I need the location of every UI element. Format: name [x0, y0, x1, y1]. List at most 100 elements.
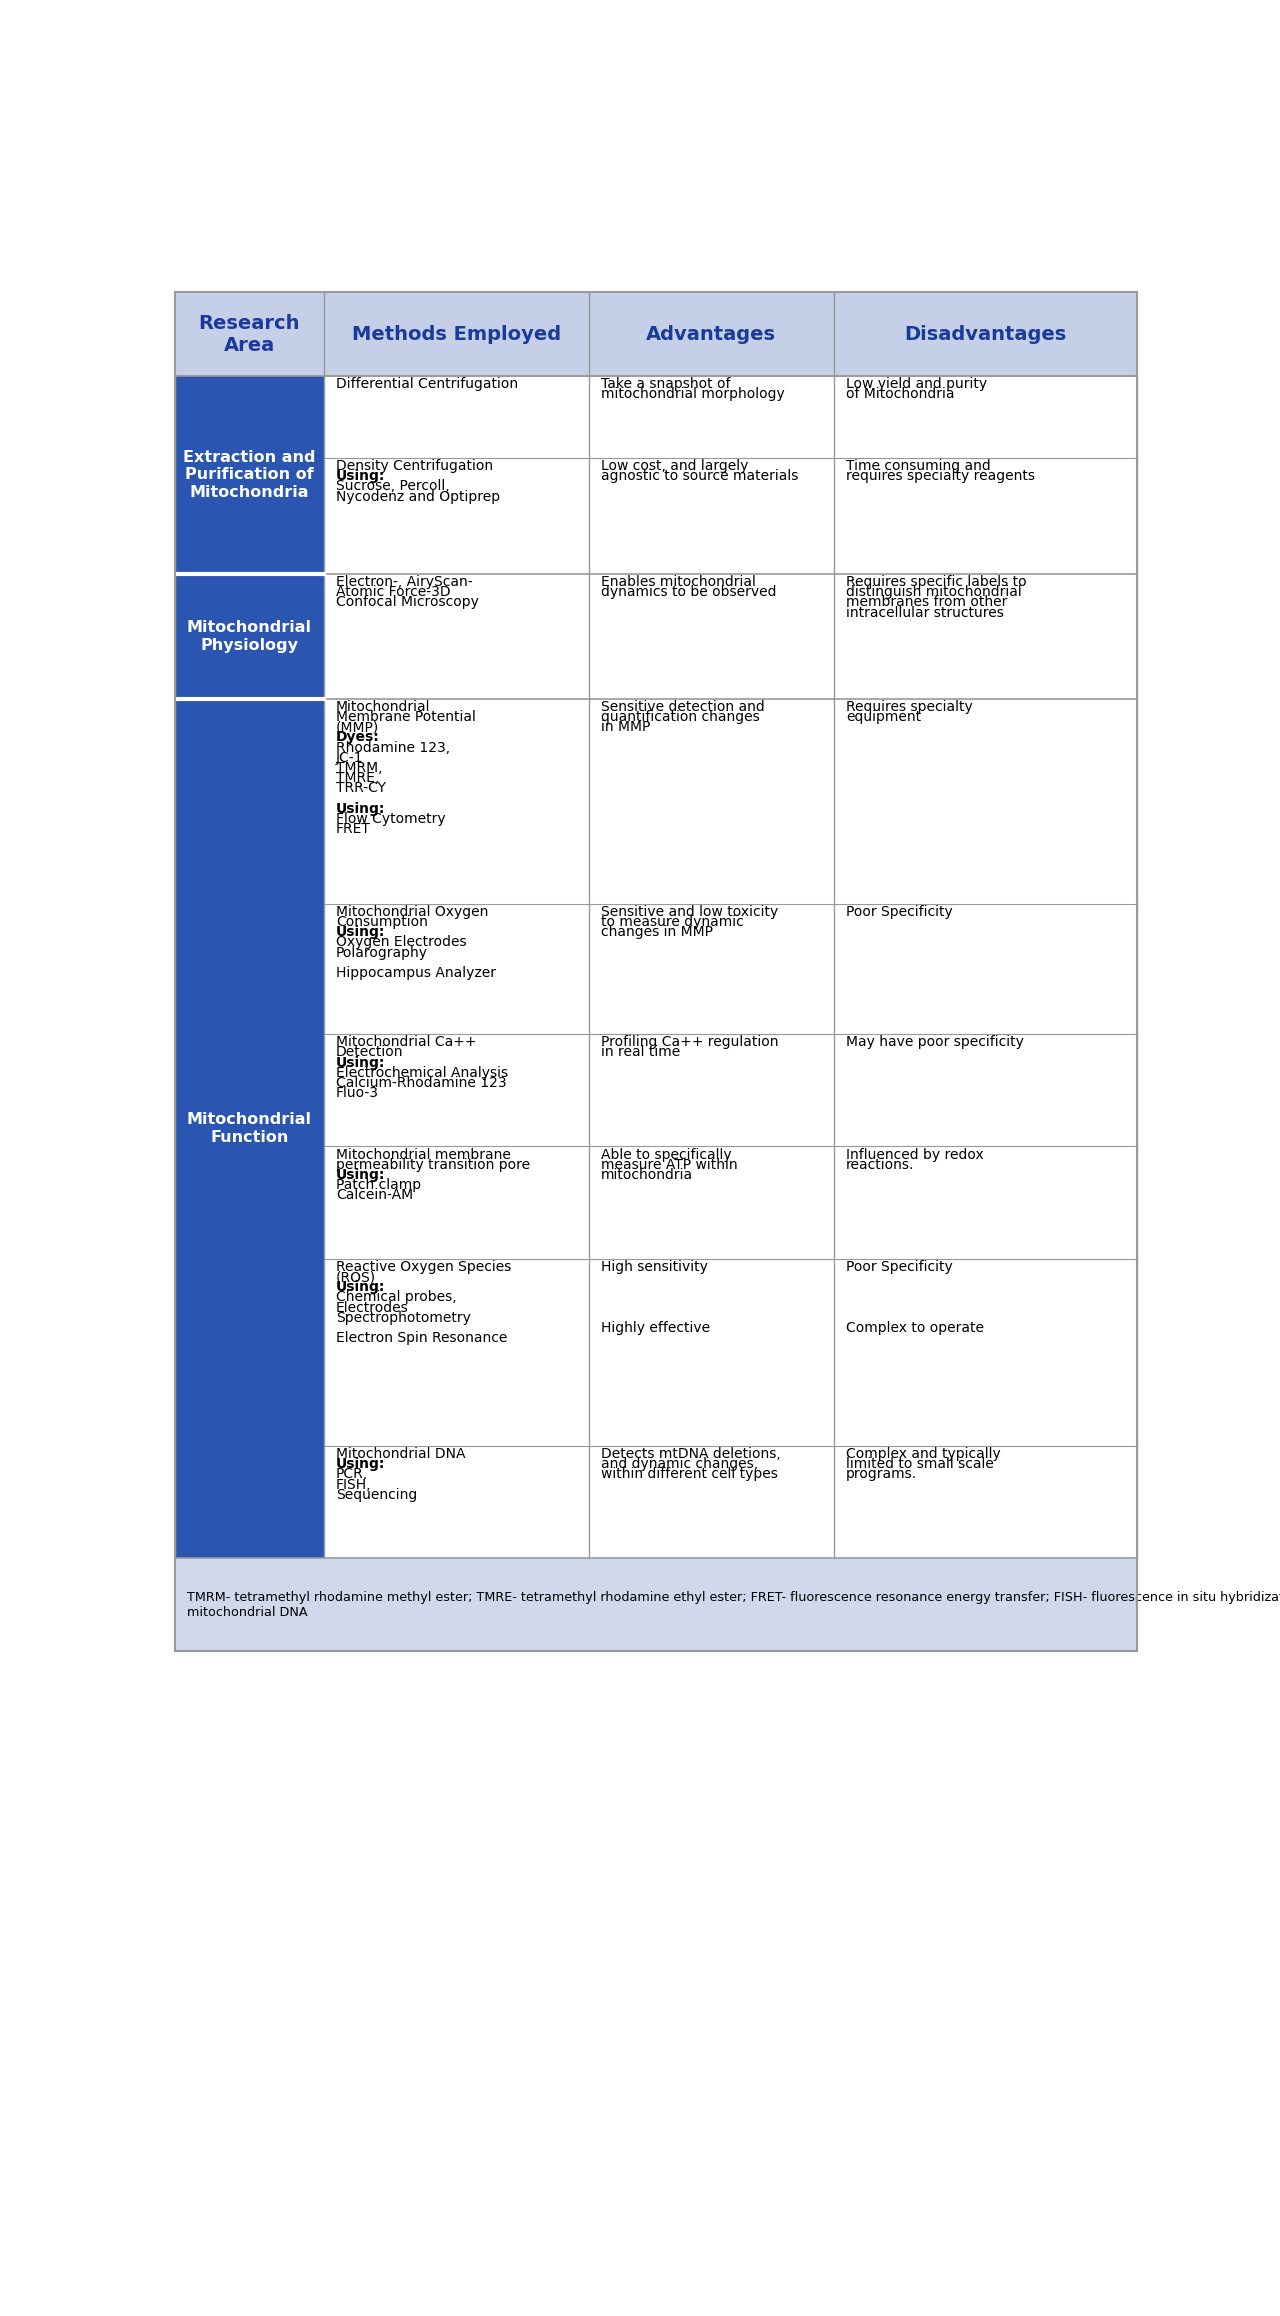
Text: Profiling Ca++ regulation: Profiling Ca++ regulation	[600, 1035, 778, 1049]
Text: JC-1: JC-1	[335, 750, 364, 764]
Text: within different cell types: within different cell types	[600, 1468, 777, 1482]
Text: Using:: Using:	[335, 801, 385, 815]
Bar	[324, 903, 589, 1033]
Text: agnostic to source materials: agnostic to source materials	[600, 470, 797, 484]
Text: programs.: programs.	[846, 1468, 916, 1482]
Text: Sucrose, Percoll,: Sucrose, Percoll,	[335, 479, 449, 493]
Text: Density Centrifugation: Density Centrifugation	[335, 459, 493, 472]
Text: Differential Centrifugation: Differential Centrifugation	[335, 378, 518, 391]
Text: Take a snapshot of: Take a snapshot of	[600, 378, 730, 391]
Bar	[324, 1146, 589, 1260]
Bar	[324, 375, 589, 459]
Text: Hippocampus Analyzer: Hippocampus Analyzer	[335, 966, 495, 980]
Text: Atomic Force-3D: Atomic Force-3D	[335, 586, 451, 600]
Text: Low yield and purity: Low yield and purity	[846, 378, 987, 391]
Text: Polarography: Polarography	[335, 945, 428, 959]
Text: Electron Spin Resonance: Electron Spin Resonance	[335, 1332, 507, 1346]
Bar	[835, 1146, 1137, 1260]
Text: of Mitochondria: of Mitochondria	[846, 387, 955, 401]
Bar	[175, 1559, 1137, 1651]
Text: Sensitive detection and: Sensitive detection and	[600, 699, 764, 713]
Bar	[835, 574, 1137, 699]
Bar	[835, 699, 1137, 903]
Text: Disadvantages: Disadvantages	[905, 324, 1066, 343]
Text: High sensitivity: High sensitivity	[600, 1260, 708, 1274]
Bar	[589, 1033, 835, 1146]
Text: and dynamic changes,: and dynamic changes,	[600, 1457, 758, 1471]
Text: in real time: in real time	[600, 1045, 680, 1058]
Text: TMRM,: TMRM,	[335, 762, 383, 776]
Text: Patch clamp: Patch clamp	[335, 1179, 421, 1193]
Text: Mitochondrial
Physiology: Mitochondrial Physiology	[187, 621, 312, 653]
Text: Mitochondrial DNA: Mitochondrial DNA	[335, 1448, 466, 1461]
Text: permeability transition pore: permeability transition pore	[335, 1158, 530, 1172]
Text: Confocal Microscopy: Confocal Microscopy	[335, 595, 479, 609]
Text: Sequencing: Sequencing	[335, 1487, 417, 1501]
Bar	[589, 699, 835, 903]
Text: Sensitive and low toxicity: Sensitive and low toxicity	[600, 906, 778, 919]
Text: Using:: Using:	[335, 470, 385, 484]
Bar	[324, 1033, 589, 1146]
Text: Electrochemical Analysis: Electrochemical Analysis	[335, 1065, 508, 1079]
Text: Oxygen Electrodes: Oxygen Electrodes	[335, 936, 466, 950]
Text: Calcium-Rhodamine 123: Calcium-Rhodamine 123	[335, 1077, 507, 1091]
Text: Detection: Detection	[335, 1045, 403, 1058]
Text: Extraction and
Purification of
Mitochondria: Extraction and Purification of Mitochond…	[183, 449, 316, 500]
Text: Fluo-3: Fluo-3	[335, 1086, 379, 1100]
Bar	[324, 1445, 589, 1559]
Text: Reactive Oxygen Species: Reactive Oxygen Species	[335, 1260, 511, 1274]
Text: (ROS): (ROS)	[335, 1269, 376, 1283]
Text: reactions.: reactions.	[846, 1158, 914, 1172]
Text: membranes from other: membranes from other	[846, 595, 1007, 609]
Bar	[589, 1445, 835, 1559]
Text: Complex and typically: Complex and typically	[846, 1448, 1001, 1461]
Text: Using:: Using:	[335, 1457, 385, 1471]
Text: requires specialty reagents: requires specialty reagents	[846, 470, 1036, 484]
Text: Mitochondrial
Function: Mitochondrial Function	[187, 1112, 312, 1144]
Text: Mitochondrial Ca++: Mitochondrial Ca++	[335, 1035, 476, 1049]
Text: Influenced by redox: Influenced by redox	[846, 1146, 983, 1163]
Text: PCR,: PCR,	[335, 1468, 369, 1482]
Text: Requires specialty: Requires specialty	[846, 699, 973, 713]
Text: TMRE,: TMRE,	[335, 771, 379, 785]
Text: in MMP: in MMP	[600, 720, 650, 734]
Text: Mitochondrial: Mitochondrial	[335, 699, 430, 713]
Text: Using:: Using:	[335, 1281, 385, 1295]
Text: Highly effective: Highly effective	[600, 1320, 709, 1334]
Text: Chemical probes,: Chemical probes,	[335, 1290, 457, 1304]
Text: TMRM- tetramethyl rhodamine methyl ester; TMRE- tetramethyl rhodamine ethyl este: TMRM- tetramethyl rhodamine methyl ester…	[187, 1591, 1280, 1619]
Text: Dyes:: Dyes:	[335, 730, 380, 743]
Bar	[324, 459, 589, 574]
Text: Using:: Using:	[335, 1056, 385, 1070]
Text: to measure dynamic: to measure dynamic	[600, 915, 744, 929]
Text: mitochondria: mitochondria	[600, 1167, 692, 1181]
Text: Research
Area: Research Area	[198, 313, 301, 354]
Text: intracellular structures: intracellular structures	[846, 604, 1004, 621]
Text: Spectrophotometry: Spectrophotometry	[335, 1311, 471, 1325]
Bar	[175, 699, 324, 1559]
Text: Consumption: Consumption	[335, 915, 428, 929]
Text: Methods Employed: Methods Employed	[352, 324, 561, 343]
Bar	[589, 574, 835, 699]
Text: Time consuming and: Time consuming and	[846, 459, 991, 472]
Text: Detects mtDNA deletions,: Detects mtDNA deletions,	[600, 1448, 781, 1461]
Text: quantification changes: quantification changes	[600, 711, 759, 725]
Text: Low cost, and largely: Low cost, and largely	[600, 459, 748, 472]
Bar	[589, 459, 835, 574]
Bar	[175, 375, 324, 574]
Text: Enables mitochondrial: Enables mitochondrial	[600, 574, 755, 588]
Bar	[835, 1445, 1137, 1559]
Text: Able to specifically: Able to specifically	[600, 1146, 731, 1163]
Text: Poor Specificity: Poor Specificity	[846, 906, 952, 919]
Text: FRET: FRET	[335, 822, 371, 836]
Text: Calcein-AM: Calcein-AM	[335, 1188, 413, 1202]
Text: equipment: equipment	[846, 711, 922, 725]
Bar	[175, 574, 324, 699]
Bar	[589, 1146, 835, 1260]
Bar	[324, 574, 589, 699]
Text: Membrane Potential: Membrane Potential	[335, 711, 476, 725]
Text: May have poor specificity: May have poor specificity	[846, 1035, 1024, 1049]
Bar	[175, 292, 1137, 375]
Text: Mitochondrial membrane: Mitochondrial membrane	[335, 1146, 511, 1163]
Bar	[835, 903, 1137, 1033]
